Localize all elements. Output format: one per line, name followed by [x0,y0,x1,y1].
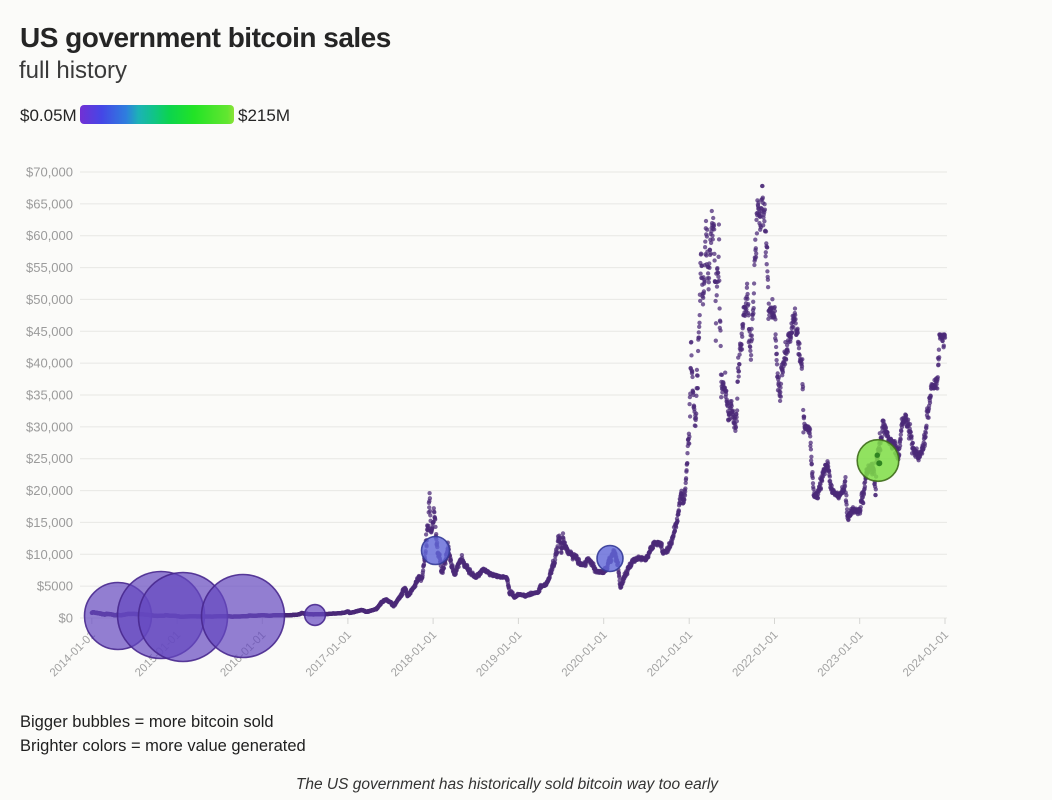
svg-text:The US government has historic: The US government has historically sold … [296,776,719,793]
svg-text:$50,000: $50,000 [26,292,73,307]
svg-text:2023-01-01: 2023-01-01 [816,629,866,679]
svg-text:2024-01-01: 2024-01-01 [901,629,951,679]
svg-text:$5000: $5000 [37,579,73,594]
svg-text:$0: $0 [59,611,73,626]
svg-text:$35,000: $35,000 [26,388,73,403]
svg-text:$0.05M: $0.05M [20,106,77,125]
svg-text:US government bitcoin sales: US government bitcoin sales [20,22,391,53]
svg-text:$20,000: $20,000 [26,483,73,498]
svg-text:$55,000: $55,000 [26,260,73,275]
svg-text:2017-01-01: 2017-01-01 [304,629,354,679]
svg-text:$30,000: $30,000 [26,419,73,434]
svg-text:$10,000: $10,000 [26,547,73,562]
svg-text:$70,000: $70,000 [26,165,73,180]
svg-text:Brighter colors = more value g: Brighter colors = more value generated [20,737,306,755]
svg-text:$65,000: $65,000 [26,196,73,211]
svg-text:$25,000: $25,000 [26,451,73,466]
svg-text:2014-01-01: 2014-01-01 [48,629,98,679]
svg-text:$60,000: $60,000 [26,228,73,243]
svg-text:2019-01-01: 2019-01-01 [474,629,524,679]
svg-text:2021-01-01: 2021-01-01 [645,629,695,679]
svg-text:$40,000: $40,000 [26,356,73,371]
svg-text:2022-01-01: 2022-01-01 [731,629,781,679]
svg-text:2018-01-01: 2018-01-01 [389,629,439,679]
svg-text:2020-01-01: 2020-01-01 [560,629,610,679]
svg-text:$215M: $215M [238,106,290,125]
svg-text:$15,000: $15,000 [26,515,73,530]
svg-text:$45,000: $45,000 [26,324,73,339]
svg-text:full history: full history [19,57,127,84]
svg-text:Bigger bubbles = more bitcoin: Bigger bubbles = more bitcoin sold [20,713,274,731]
